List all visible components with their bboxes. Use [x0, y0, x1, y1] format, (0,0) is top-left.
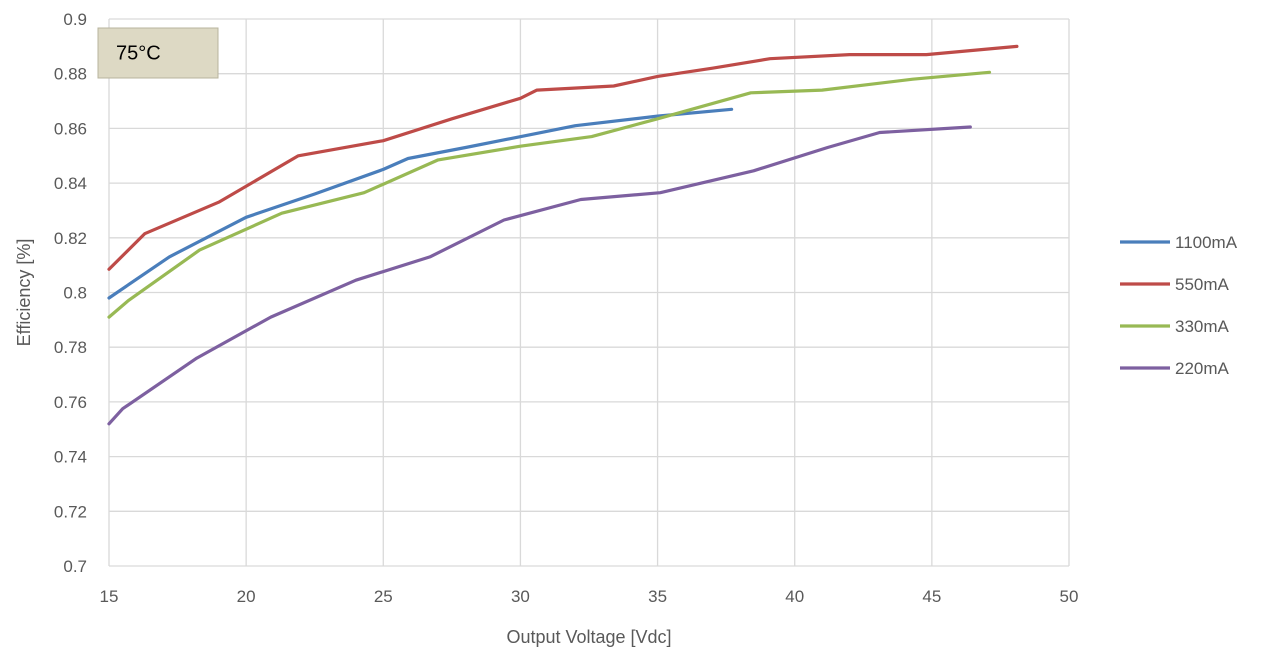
y-tick-label: 0.7: [63, 557, 87, 576]
gridlines: [108, 18, 1070, 567]
legend-label-330mA: 330mA: [1175, 317, 1230, 336]
x-tick-label: 35: [648, 587, 667, 606]
series-line-330mA: [107, 70, 992, 319]
legend-label-1100mA: 1100mA: [1175, 233, 1238, 252]
y-tick-label: 0.82: [54, 229, 87, 248]
legend-label-220mA: 220mA: [1175, 359, 1230, 378]
series-line-550mA: [107, 44, 1019, 271]
x-tick-label: 45: [922, 587, 941, 606]
y-tick-label: 0.9: [63, 10, 87, 29]
legend-label-550mA: 550mA: [1175, 275, 1230, 294]
y-tick-label: 0.8: [63, 284, 87, 303]
y-tick-label: 0.76: [54, 393, 87, 412]
y-tick-label: 0.74: [54, 448, 87, 467]
legend: 1100mA 550mA 330mA 220mA: [1120, 233, 1238, 378]
y-tick-label: 0.84: [54, 174, 87, 193]
annotation-text: 75°C: [116, 42, 161, 64]
y-tick-label: 0.86: [54, 119, 87, 138]
x-axis-tick-labels: 15 20 25 30 35 40 45 50: [100, 587, 1079, 606]
x-tick-label: 15: [100, 587, 119, 606]
plot-area: [107, 18, 1070, 567]
y-axis-tick-labels: 0.7 0.72 0.74 0.76 0.78 0.8 0.82 0.84 0.86 0.88 0.…: [54, 10, 87, 576]
series-line-220mA: [107, 125, 972, 426]
x-tick-label: 30: [511, 587, 530, 606]
y-tick-label: 0.78: [54, 338, 87, 357]
series-line-1100mA: [107, 107, 734, 300]
x-axis-title: Output Voltage [Vdc]: [506, 627, 671, 647]
x-tick-label: 20: [237, 587, 256, 606]
y-axis-title: Efficiency [%]: [14, 239, 34, 347]
x-tick-label: 40: [785, 587, 804, 606]
x-tick-label: 50: [1060, 587, 1079, 606]
y-tick-label: 0.88: [54, 65, 87, 84]
series-lines: [107, 44, 1019, 426]
x-tick-label: 25: [374, 587, 393, 606]
annotation-box: [97, 27, 219, 79]
temperature-annotation: 75°C: [97, 27, 219, 79]
y-tick-label: 0.72: [54, 502, 87, 521]
